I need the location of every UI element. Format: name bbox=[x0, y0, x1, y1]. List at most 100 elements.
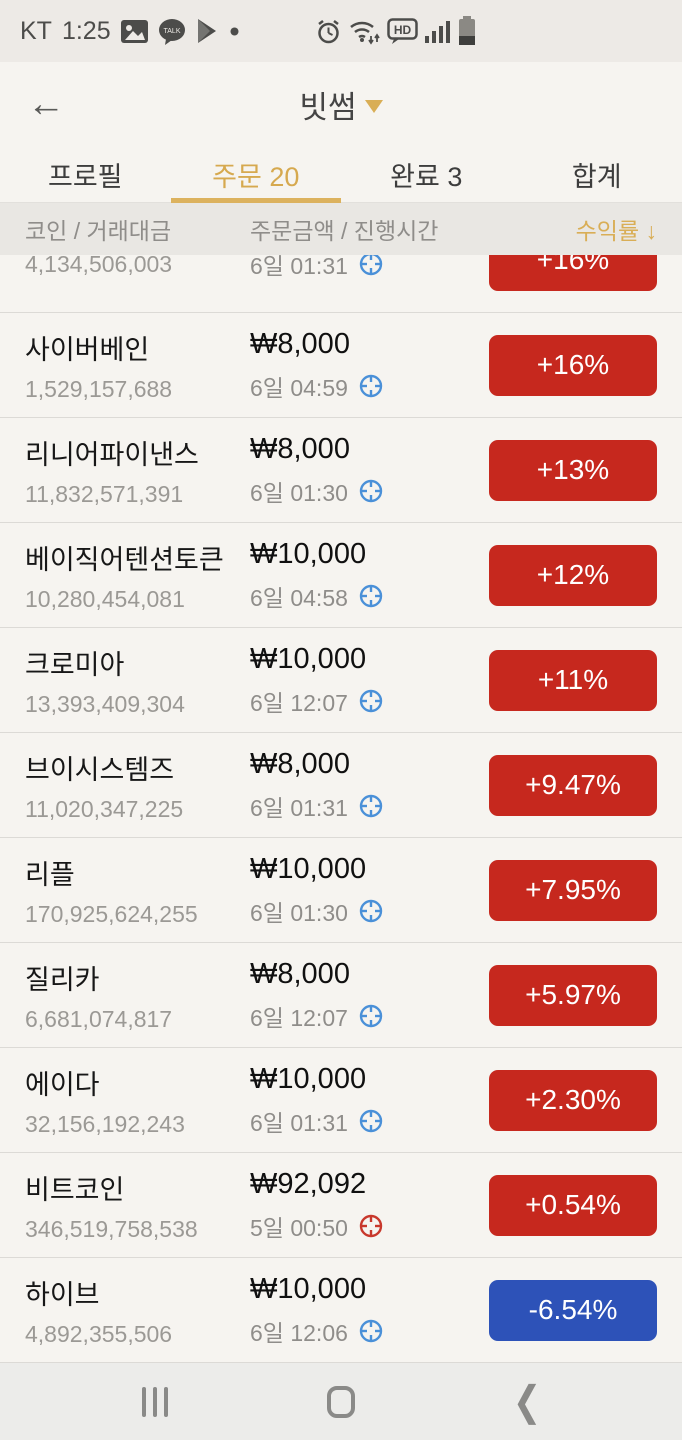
coin-name: 에이다 bbox=[25, 1069, 100, 1100]
home-button[interactable] bbox=[306, 1372, 376, 1432]
tab-profile[interactable]: 프로필 bbox=[47, 161, 123, 192]
coin-name: 크로미아 bbox=[25, 649, 125, 680]
recents-button[interactable] bbox=[120, 1372, 190, 1432]
order-progress-time: 6일 01:30 bbox=[250, 899, 348, 926]
timer-icon bbox=[359, 374, 383, 397]
order-amount: ₩92,092 bbox=[250, 1167, 367, 1200]
return-rate-badge[interactable]: +7.95% bbox=[489, 859, 657, 921]
page-title: 빗썸 bbox=[299, 89, 357, 125]
coin-trading-volume: 10,280,454,081 bbox=[25, 585, 185, 612]
back-chevron-icon: ❮ bbox=[512, 1378, 542, 1425]
order-amount: ₩10,000 bbox=[250, 537, 367, 570]
home-icon bbox=[327, 1385, 355, 1418]
order-amount: ₩10,000 bbox=[250, 1062, 367, 1095]
return-rate-badge[interactable]: +12% bbox=[489, 544, 657, 606]
timer-icon bbox=[359, 899, 383, 922]
return-rate-badge[interactable]: +9.47% bbox=[489, 754, 657, 816]
battery-icon bbox=[458, 16, 476, 46]
order-row[interactable]: 베이직어텐션토큰 10,280,454,081 ₩10,000 6일 04:58… bbox=[0, 522, 682, 627]
timer-icon bbox=[359, 479, 383, 502]
coin-trading-volume: 346,519,758,538 bbox=[25, 1215, 198, 1242]
app-header: ← 빗썸 bbox=[0, 62, 682, 146]
android-navigation-bar: ❮ bbox=[0, 1362, 682, 1440]
order-row[interactable]: 하이브 4,892,355,506 ₩10,000 6일 12:06 -6.54… bbox=[0, 1257, 682, 1362]
kakaotalk-icon: TALK bbox=[158, 18, 186, 45]
order-progress-time: 6일 01:30 bbox=[250, 479, 348, 506]
order-row[interactable]: 크로미아 13,393,409,304 ₩10,000 6일 12:07 +11… bbox=[0, 627, 682, 732]
order-progress-time: 6일 12:06 bbox=[250, 1319, 348, 1346]
alarm-icon bbox=[315, 18, 342, 45]
order-progress-time: 5일 00:50 bbox=[250, 1214, 348, 1241]
back-nav-button[interactable]: ❮ bbox=[492, 1372, 562, 1432]
tab-bar: 프로필 주문 20 완료 3 합계 bbox=[0, 146, 682, 203]
coin-name: 사이버베인 bbox=[25, 334, 150, 365]
clock-label: 1:25 bbox=[61, 16, 111, 45]
return-rate-badge[interactable]: +0.54% bbox=[489, 1174, 657, 1236]
timer-icon bbox=[359, 689, 383, 712]
order-list: 4,134,506,003 6일 01:31 +16% bbox=[0, 255, 682, 1362]
back-button[interactable]: ← bbox=[27, 82, 65, 125]
order-row[interactable]: 4,134,506,003 6일 01:31 +16% bbox=[0, 255, 682, 312]
timer-icon bbox=[359, 255, 383, 276]
timer-icon bbox=[359, 1214, 383, 1237]
svg-text:TALK: TALK bbox=[163, 28, 180, 35]
column-return-sort[interactable]: 수익률 ↓ bbox=[575, 218, 657, 244]
order-progress-time: 6일 12:07 bbox=[250, 689, 348, 716]
tab-orders-label: 주문 20 bbox=[212, 161, 300, 192]
timer-icon bbox=[359, 1109, 383, 1132]
coin-trading-volume: 11,832,571,391 bbox=[25, 480, 184, 507]
order-amount: ₩8,000 bbox=[250, 747, 350, 780]
return-rate-badge[interactable]: +2.30% bbox=[489, 1069, 657, 1131]
wifi-icon bbox=[349, 18, 380, 45]
coin-name: 하이브 bbox=[25, 1279, 100, 1310]
gallery-icon bbox=[120, 19, 148, 43]
return-rate-badge[interactable]: +16% bbox=[489, 255, 657, 291]
status-bar: KT 1:25 TALK HD bbox=[0, 0, 682, 62]
order-progress-time: 6일 01:31 bbox=[250, 255, 348, 279]
order-amount: ₩10,000 bbox=[250, 852, 367, 885]
order-row[interactable]: 에이다 32,156,192,243 ₩10,000 6일 01:31 +2.3… bbox=[0, 1047, 682, 1152]
timer-icon bbox=[359, 794, 383, 817]
order-row[interactable]: 브이시스템즈 11,020,347,225 ₩8,000 6일 01:31 +9… bbox=[0, 732, 682, 837]
return-rate-badge[interactable]: +5.97% bbox=[489, 964, 657, 1026]
order-progress-time: 6일 01:31 bbox=[250, 794, 348, 821]
coin-trading-volume: 4,892,355,506 bbox=[25, 1320, 173, 1347]
coin-name: 브이시스템즈 bbox=[25, 754, 175, 785]
return-rate-badge[interactable]: -6.54% bbox=[489, 1279, 657, 1341]
tab-orders[interactable]: 주문 20 bbox=[170, 146, 341, 203]
coin-name: 리플 bbox=[25, 859, 75, 890]
order-row[interactable]: 질리카 6,681,074,817 ₩8,000 6일 12:07 +5.97% bbox=[0, 942, 682, 1047]
return-rate-badge[interactable]: +11% bbox=[489, 649, 657, 711]
coin-name: 비트코인 bbox=[25, 1174, 125, 1205]
coin-name: 리니어파이낸스 bbox=[25, 439, 199, 470]
order-progress-time: 6일 04:59 bbox=[250, 374, 348, 401]
order-row[interactable]: 사이버베인 1,529,157,688 ₩8,000 6일 04:59 +16% bbox=[0, 312, 682, 417]
order-amount: ₩8,000 bbox=[250, 327, 350, 360]
timer-icon bbox=[359, 1004, 383, 1027]
order-progress-time: 6일 01:31 bbox=[250, 1109, 348, 1136]
coin-trading-volume: 4,134,506,003 bbox=[25, 255, 173, 277]
tab-total[interactable]: 합계 bbox=[571, 161, 622, 192]
order-amount: ₩10,000 bbox=[250, 642, 367, 675]
coin-trading-volume: 170,925,624,255 bbox=[25, 900, 198, 927]
order-row[interactable]: 리니어파이낸스 11,832,571,391 ₩8,000 6일 01:30 +… bbox=[0, 417, 682, 522]
tab-completed[interactable]: 완료 3 bbox=[390, 161, 463, 192]
column-coin-volume: 코인 / 거래대금 bbox=[25, 218, 172, 244]
return-rate-badge[interactable]: +13% bbox=[489, 439, 657, 501]
timer-icon bbox=[359, 1319, 383, 1342]
timer-icon bbox=[359, 584, 383, 607]
signal-icon bbox=[424, 18, 451, 44]
return-rate-badge[interactable]: +16% bbox=[489, 334, 657, 396]
exchange-dropdown-icon[interactable] bbox=[364, 99, 383, 113]
active-tab-underline bbox=[170, 198, 341, 203]
order-row[interactable]: 리플 170,925,624,255 ₩10,000 6일 01:30 +7.9… bbox=[0, 837, 682, 942]
list-column-header: 코인 / 거래대금 주문금액 / 진행시간 수익률 ↓ bbox=[0, 203, 682, 255]
recents-icon bbox=[142, 1386, 168, 1417]
order-row[interactable]: 비트코인 346,519,758,538 ₩92,092 5일 00:50 +0… bbox=[0, 1152, 682, 1257]
order-progress-time: 6일 12:07 bbox=[250, 1004, 348, 1031]
order-progress-time: 6일 04:58 bbox=[250, 584, 348, 611]
notification-dot bbox=[230, 27, 239, 36]
coin-trading-volume: 32,156,192,243 bbox=[25, 1110, 185, 1137]
order-amount: ₩8,000 bbox=[250, 432, 350, 465]
svg-text:HD: HD bbox=[393, 23, 411, 37]
